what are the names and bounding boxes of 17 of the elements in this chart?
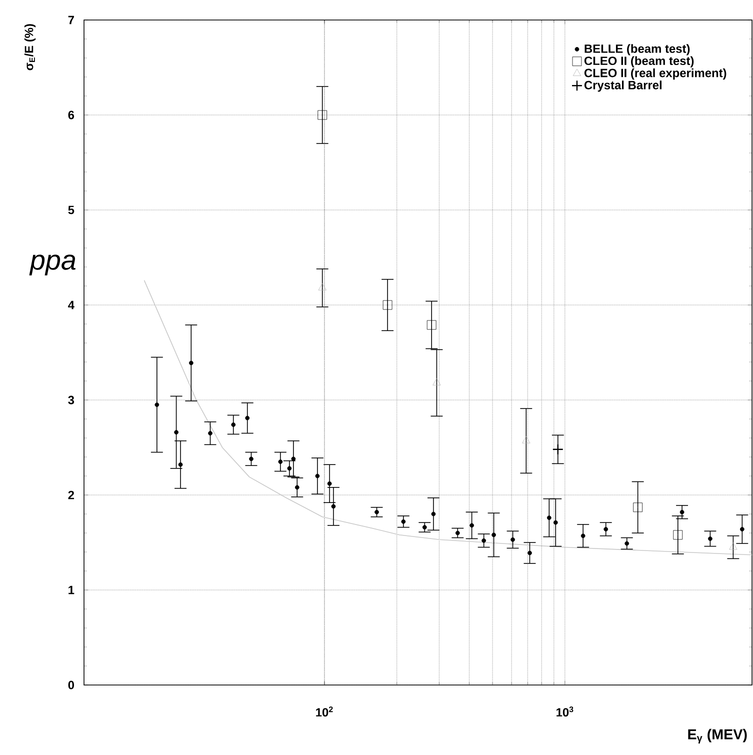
text: ppa: [29, 254, 76, 276]
y-tick-label: 4: [68, 300, 74, 310]
y-tick-label: 5: [68, 206, 74, 214]
y-tick-label: 6: [68, 110, 74, 120]
y-tick-label: 7: [68, 16, 74, 24]
y-tick-label: 2: [68, 490, 74, 500]
x-tick-label: 10$^{2}$: [316, 706, 333, 717]
legend-label: CLEO II (real experiment): [584, 68, 726, 80]
y-axis-title: σ$_{E}$/E (%): [24, 24, 36, 70]
y-tick-label: 3: [68, 396, 74, 404]
legend-label: Crystal Barrel: [584, 80, 662, 92]
x-tick-label: 10$^{3}$: [556, 706, 574, 717]
legend-label: CLEO II (beam test): [584, 56, 694, 68]
y-tick-label: 1: [68, 586, 74, 594]
x-axis-title: E$_{γ}$ (MEV): [688, 728, 747, 744]
legend-label: BELLE (beam test): [584, 44, 690, 56]
y-tick-label: 0: [68, 680, 74, 690]
